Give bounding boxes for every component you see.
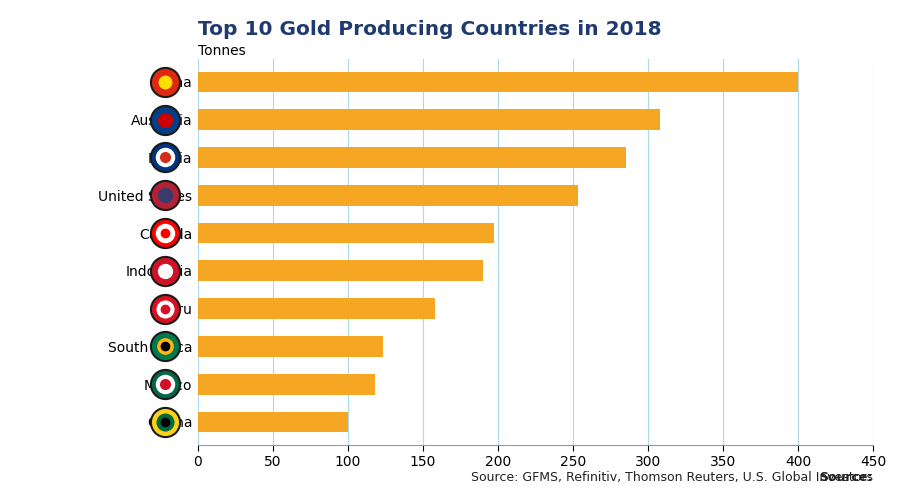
Bar <box>198 336 382 357</box>
Bar <box>198 109 660 130</box>
Bar <box>198 223 493 244</box>
Bar <box>198 147 626 168</box>
Text: Tonnes: Tonnes <box>198 44 246 58</box>
Text: Top 10 Gold Producing Countries in 2018: Top 10 Gold Producing Countries in 2018 <box>198 20 662 39</box>
Text: Source:: Source: <box>820 471 873 484</box>
Bar <box>198 298 435 319</box>
Bar <box>198 412 348 432</box>
Bar <box>198 260 483 281</box>
Bar <box>198 374 375 395</box>
Bar <box>198 185 578 206</box>
Text: Source: GFMS, Refinitiv, Thomson Reuters, U.S. Global Investors: Source: GFMS, Refinitiv, Thomson Reuters… <box>471 471 873 484</box>
Bar <box>198 72 798 92</box>
